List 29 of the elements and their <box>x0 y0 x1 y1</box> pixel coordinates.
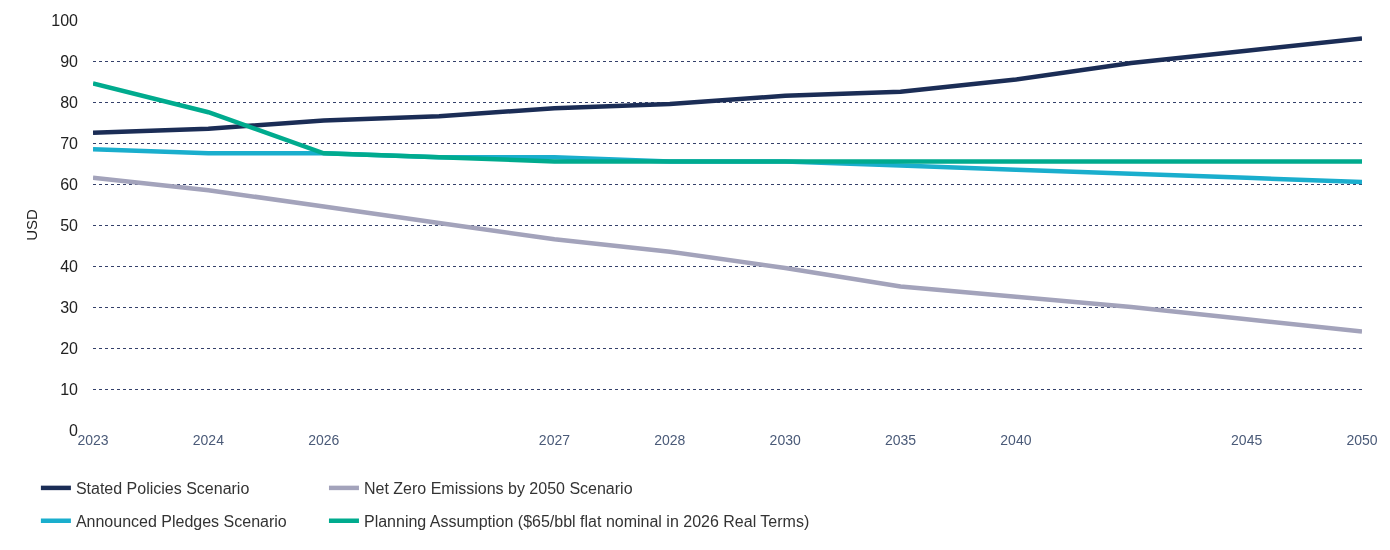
y-tick-label: 90 <box>60 52 79 70</box>
x-tick-label: 2028 <box>654 432 686 448</box>
x-tick-label: 2023 <box>77 432 109 448</box>
y-tick-label: 80 <box>60 93 79 111</box>
y-axis-title: USD <box>22 209 40 241</box>
legend-label: Stated Policies Scenario <box>75 480 250 498</box>
legend-label: Announced Pledges Scenario <box>75 512 287 530</box>
y-tick-label: 30 <box>60 298 79 316</box>
legend-label: Planning Assumption ($65/bbl flat nominal in 2026 Real Terms) <box>363 512 810 530</box>
x-tick-label: 2035 <box>884 432 917 448</box>
x-tick-label: 2030 <box>769 432 801 448</box>
y-tick-label: 70 <box>60 134 79 152</box>
y-tick-label: 50 <box>60 216 79 234</box>
x-tick-label: 2045 <box>1231 432 1263 448</box>
x-tick-label: 2040 <box>1000 432 1032 448</box>
legend-label: Net Zero Emissions by 2050 Scenario <box>363 480 633 498</box>
x-tick-label: 2050 <box>1346 432 1378 448</box>
x-tick-label: 2026 <box>308 432 340 448</box>
x-tick-label: 2027 <box>538 432 571 448</box>
line-series <box>93 81 1362 164</box>
y-tick-label: 100 <box>51 11 79 29</box>
line-series <box>93 175 1362 334</box>
y-tick-label: 0 <box>69 421 79 439</box>
y-tick-label: 20 <box>60 339 79 357</box>
line-series <box>93 36 1362 135</box>
y-tick-label: 60 <box>60 175 79 193</box>
y-tick-label: 10 <box>60 380 79 398</box>
y-tick-label: 40 <box>60 257 79 275</box>
x-tick-label: 2024 <box>192 432 225 448</box>
